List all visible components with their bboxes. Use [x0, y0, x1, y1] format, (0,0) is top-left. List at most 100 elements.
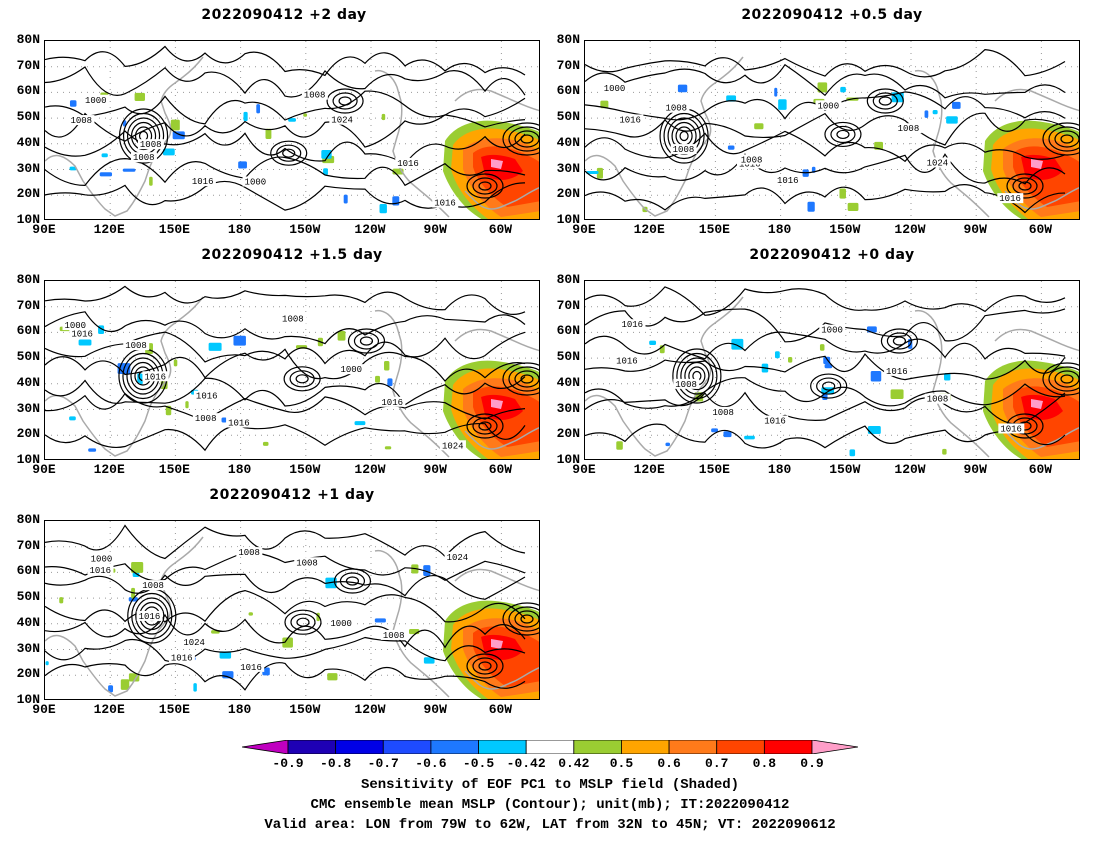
isobar-label: 1008 — [927, 395, 949, 405]
isobar-label: 1008 — [282, 315, 304, 325]
panel-title-p1: 2022090412 +1 day — [209, 487, 375, 503]
isobar-label: 1016 — [397, 159, 419, 169]
lat-label: 70N — [556, 57, 580, 73]
lon-label: 120W — [894, 462, 926, 477]
lat-label: 80N — [16, 32, 40, 47]
sensitivity-shading — [69, 92, 539, 219]
lat-label: 20N — [16, 186, 40, 202]
sensitivity-shading — [616, 326, 1079, 459]
lon-label: 60W — [1028, 222, 1053, 237]
colorbar-tick-label: 0.42 — [558, 756, 590, 771]
lon-label: 120E — [93, 702, 125, 717]
isobar-label: 1008 — [665, 104, 687, 114]
isobar-label: 1008 — [383, 631, 405, 641]
map-panel-p2: 1000 1008 1016 1000 1008 1024 1016 1016 1008 1008 — [44, 40, 540, 220]
lat-label: 10N — [556, 211, 580, 227]
lat-label: 30N — [16, 640, 40, 656]
colorbar-low-triangle — [242, 740, 289, 754]
isobar-label: 1008 — [140, 140, 162, 150]
lat-label: 80N — [556, 272, 580, 287]
isobar-label: 1016 — [999, 194, 1021, 204]
isobar-label: 1016 — [886, 367, 908, 377]
colorbar-tick-label: 0.7 — [705, 756, 729, 771]
panel-title-p15: 2022090412 +1.5 day — [201, 247, 383, 263]
lat-label: 20N — [556, 186, 580, 202]
lon-label: 90W — [423, 462, 447, 477]
lon-label: 150E — [158, 702, 190, 717]
isobar-label: 1000 — [64, 321, 86, 331]
lon-label: 150E — [158, 222, 190, 237]
lon-label: 150W — [289, 702, 321, 717]
colorbar-tick-label: -0.8 — [320, 756, 352, 771]
lat-label: 30N — [16, 160, 40, 176]
lon-label: 90E — [572, 462, 596, 477]
lon-label: 90E — [32, 222, 56, 237]
colorbar-box — [763, 740, 813, 754]
colorbar — [242, 740, 858, 754]
colorbar-tick-label: 0.9 — [800, 756, 824, 771]
lat-label: 60N — [16, 323, 40, 339]
lat-label: 20N — [16, 666, 40, 682]
lon-label: 60W — [488, 222, 513, 237]
isobar-label: 1016 — [139, 612, 161, 622]
lon-label: 150E — [158, 462, 190, 477]
lon-label: 150W — [829, 462, 861, 477]
colorbar-high-triangle — [811, 740, 858, 754]
lat-label: 50N — [16, 589, 40, 605]
colorbar-tick-label: -0.6 — [415, 756, 447, 771]
isobar-label: 1008 — [133, 153, 155, 163]
lat-label: 60N — [16, 83, 40, 99]
lon-label: 180 — [767, 462, 792, 477]
isobar-label: 1008 — [195, 414, 217, 424]
lon-label: 60W — [1028, 462, 1053, 477]
lon-label: 120E — [93, 222, 125, 237]
lon-label: 150E — [698, 462, 730, 477]
sensitivity-shading — [45, 561, 539, 699]
lon-label: 120W — [894, 222, 926, 237]
lon-label: 150E — [698, 222, 730, 237]
lat-label: 50N — [556, 109, 580, 125]
lon-label: 90W — [963, 222, 987, 237]
lon-label: 90W — [423, 222, 447, 237]
lat-label: 60N — [556, 83, 580, 99]
isobar-label: 1016 — [228, 419, 250, 429]
lat-label: 30N — [16, 400, 40, 416]
isobar-label: 1008 — [741, 155, 763, 165]
isobar-label: 1008 — [712, 408, 734, 418]
colorbar-tick-label: -0.5 — [462, 756, 495, 771]
colorbar-tick-label: 0.6 — [657, 756, 681, 771]
panel-title-p05: 2022090412 +0.5 day — [741, 7, 923, 23]
lat-label: 20N — [556, 426, 580, 442]
lat-label: 80N — [16, 272, 40, 287]
colorbar-box — [525, 740, 575, 754]
colorbar-tick-label: -0.9 — [272, 756, 304, 771]
lon-label: 180 — [767, 222, 792, 237]
colorbar-tick-label: -0.7 — [367, 756, 399, 771]
footer-line-2: CMC ensemble mean MSLP (Contour); unit(m… — [310, 797, 790, 813]
lon-label: 120W — [354, 222, 386, 237]
mslp-contours — [45, 45, 539, 211]
isobar-label: 1016 — [434, 199, 456, 209]
lat-label: 10N — [556, 451, 580, 467]
colorbar-box — [621, 740, 670, 754]
isobar-label: 1000 — [821, 326, 843, 336]
lon-label: 150W — [829, 222, 861, 237]
lat-label: 70N — [556, 297, 580, 313]
lat-label: 20N — [16, 426, 40, 442]
colorbar-box — [382, 740, 432, 754]
lat-label: 30N — [556, 160, 580, 176]
isobar-label: 1016 — [777, 176, 799, 186]
lat-label: 40N — [16, 374, 40, 390]
mslp-contours — [585, 286, 1079, 449]
isobar-label: 1024 — [447, 553, 469, 563]
lat-label: 10N — [16, 691, 40, 707]
lon-label: 90E — [32, 462, 56, 477]
lon-label: 60W — [488, 462, 513, 477]
isobar-label: 1016 — [71, 329, 93, 339]
lat-label: 30N — [556, 400, 580, 416]
isobar-label: 1016 — [616, 357, 638, 367]
lon-label: 150W — [289, 222, 321, 237]
colorbar-box — [335, 740, 384, 754]
colorbar-tick-label: 0.8 — [752, 756, 777, 771]
lon-label: 180 — [227, 462, 252, 477]
